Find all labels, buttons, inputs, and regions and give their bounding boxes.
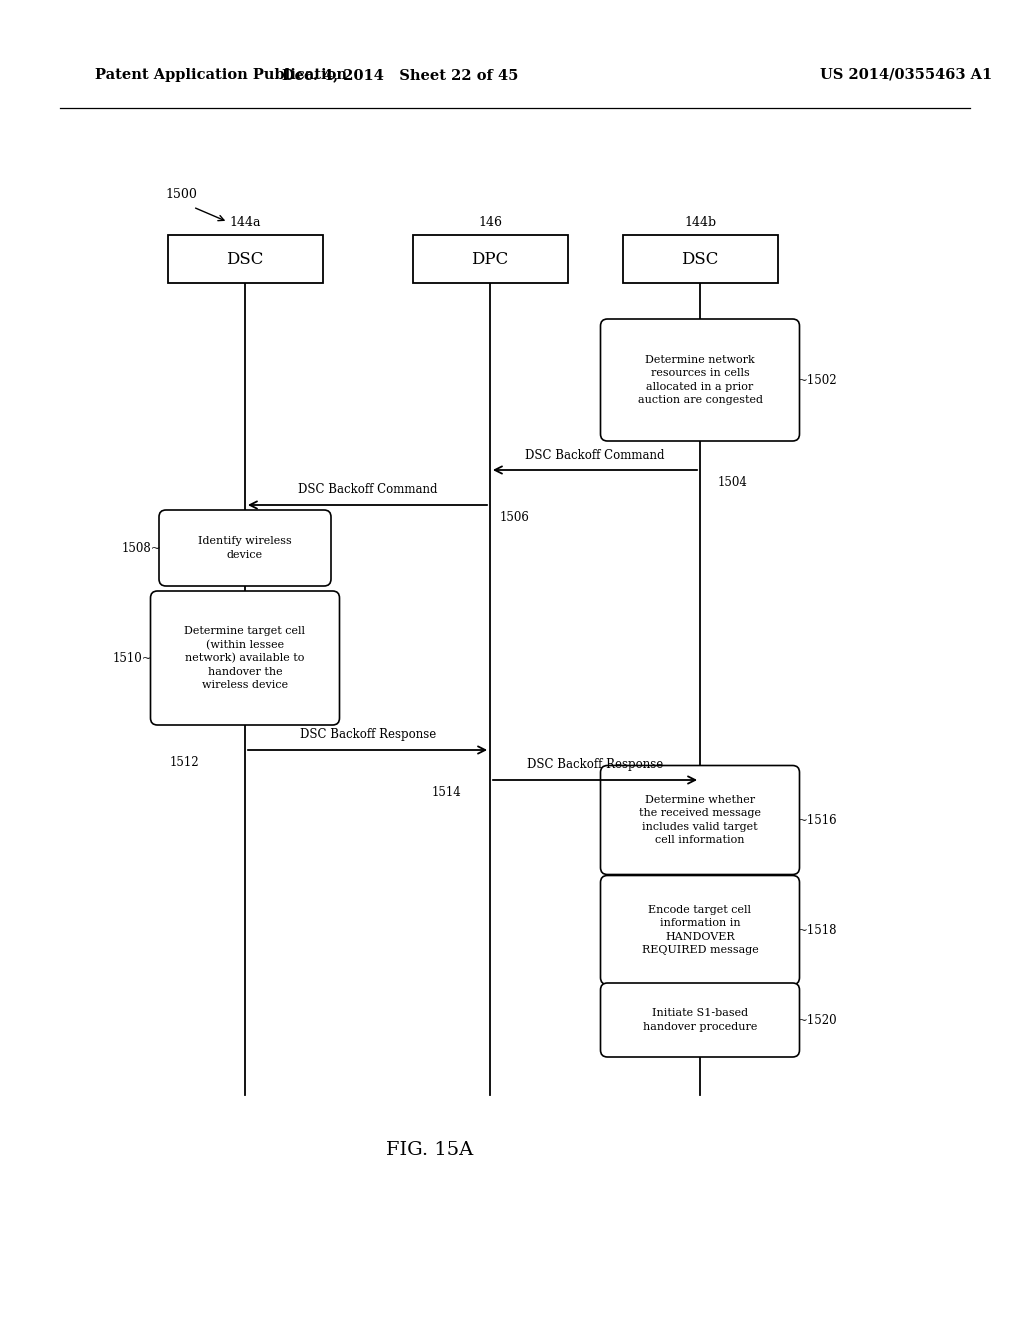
Text: Determine network
resources in cells
allocated in a prior
auction are congested: Determine network resources in cells all… xyxy=(638,355,763,405)
Text: 1500: 1500 xyxy=(165,189,197,202)
Text: 1508~: 1508~ xyxy=(122,541,161,554)
Text: Initiate S1-based
handover procedure: Initiate S1-based handover procedure xyxy=(643,1008,757,1032)
Text: 1510~: 1510~ xyxy=(113,652,153,664)
FancyBboxPatch shape xyxy=(413,235,567,282)
Text: 144a: 144a xyxy=(229,215,261,228)
Text: DPC: DPC xyxy=(471,251,509,268)
Text: ~1518: ~1518 xyxy=(798,924,837,936)
Text: DSC Backoff Response: DSC Backoff Response xyxy=(527,758,664,771)
FancyBboxPatch shape xyxy=(600,983,800,1057)
FancyBboxPatch shape xyxy=(151,591,340,725)
Text: US 2014/0355463 A1: US 2014/0355463 A1 xyxy=(820,69,992,82)
Text: 144b: 144b xyxy=(684,215,716,228)
Text: Determine target cell
(within lessee
network) available to
handover the
wireless: Determine target cell (within lessee net… xyxy=(184,626,305,690)
Text: ~1502: ~1502 xyxy=(798,374,838,387)
Text: FIG. 15A: FIG. 15A xyxy=(386,1140,474,1159)
Text: DSC Backoff Response: DSC Backoff Response xyxy=(300,729,436,741)
Text: 1506: 1506 xyxy=(500,511,529,524)
FancyBboxPatch shape xyxy=(623,235,777,282)
Text: DSC Backoff Command: DSC Backoff Command xyxy=(525,449,665,462)
Text: Determine whether
the received message
includes valid target
cell information: Determine whether the received message i… xyxy=(639,795,761,845)
Text: 1512: 1512 xyxy=(170,756,200,770)
FancyBboxPatch shape xyxy=(600,875,800,985)
FancyBboxPatch shape xyxy=(159,510,331,586)
Text: ~1520: ~1520 xyxy=(798,1014,838,1027)
FancyBboxPatch shape xyxy=(600,319,800,441)
Text: Identify wireless
device: Identify wireless device xyxy=(198,536,292,560)
Text: Dec. 4, 2014   Sheet 22 of 45: Dec. 4, 2014 Sheet 22 of 45 xyxy=(282,69,518,82)
Text: DSC: DSC xyxy=(681,251,719,268)
Text: 1504: 1504 xyxy=(718,477,748,488)
Text: 1514: 1514 xyxy=(432,785,462,799)
Text: DSC Backoff Command: DSC Backoff Command xyxy=(298,483,437,496)
FancyBboxPatch shape xyxy=(168,235,323,282)
Text: Patent Application Publication: Patent Application Publication xyxy=(95,69,347,82)
Text: ~1516: ~1516 xyxy=(798,813,838,826)
Text: 146: 146 xyxy=(478,215,502,228)
FancyBboxPatch shape xyxy=(600,766,800,874)
Text: Encode target cell
information in
HANDOVER
REQUIRED message: Encode target cell information in HANDOV… xyxy=(642,906,759,954)
Text: DSC: DSC xyxy=(226,251,264,268)
